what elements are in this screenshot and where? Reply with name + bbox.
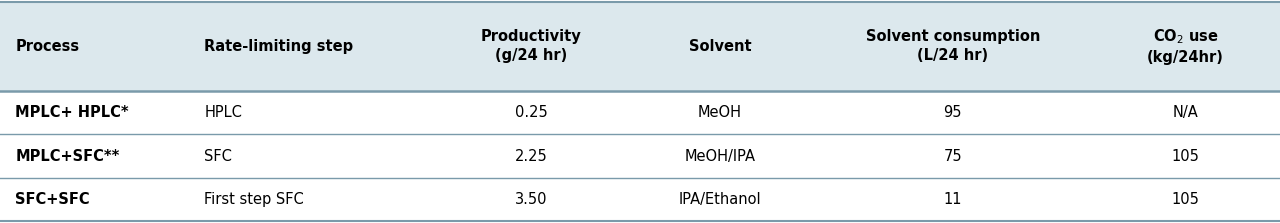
Text: N/A: N/A <box>1172 105 1198 120</box>
Text: Rate-limiting step: Rate-limiting step <box>205 39 353 54</box>
Text: 3.50: 3.50 <box>515 192 547 207</box>
Text: Solvent consumption
(L/24 hr): Solvent consumption (L/24 hr) <box>865 29 1039 63</box>
Text: 11: 11 <box>943 192 963 207</box>
Text: Solvent: Solvent <box>689 39 751 54</box>
Text: First step SFC: First step SFC <box>205 192 305 207</box>
Text: HPLC: HPLC <box>205 105 242 120</box>
Bar <box>0 91 1280 134</box>
Text: 2.25: 2.25 <box>515 149 548 164</box>
Text: 105: 105 <box>1171 192 1199 207</box>
Text: CO$_2$ use
(kg/24hr): CO$_2$ use (kg/24hr) <box>1147 28 1224 65</box>
Bar <box>0 134 1280 178</box>
Text: 105: 105 <box>1171 149 1199 164</box>
Text: MPLC+ HPLC*: MPLC+ HPLC* <box>15 105 129 120</box>
Text: Productivity
(g/24 hr): Productivity (g/24 hr) <box>480 29 581 63</box>
Text: 75: 75 <box>943 149 963 164</box>
Text: Process: Process <box>15 39 79 54</box>
Text: MeOH: MeOH <box>698 105 742 120</box>
Text: MeOH/IPA: MeOH/IPA <box>685 149 755 164</box>
Text: MPLC+SFC**: MPLC+SFC** <box>15 149 120 164</box>
Text: SFC+SFC: SFC+SFC <box>15 192 90 207</box>
Text: 95: 95 <box>943 105 963 120</box>
Text: IPA/Ethanol: IPA/Ethanol <box>678 192 762 207</box>
Text: 0.25: 0.25 <box>515 105 548 120</box>
Text: SFC: SFC <box>205 149 233 164</box>
Bar <box>0 178 1280 221</box>
Bar <box>0 2 1280 91</box>
